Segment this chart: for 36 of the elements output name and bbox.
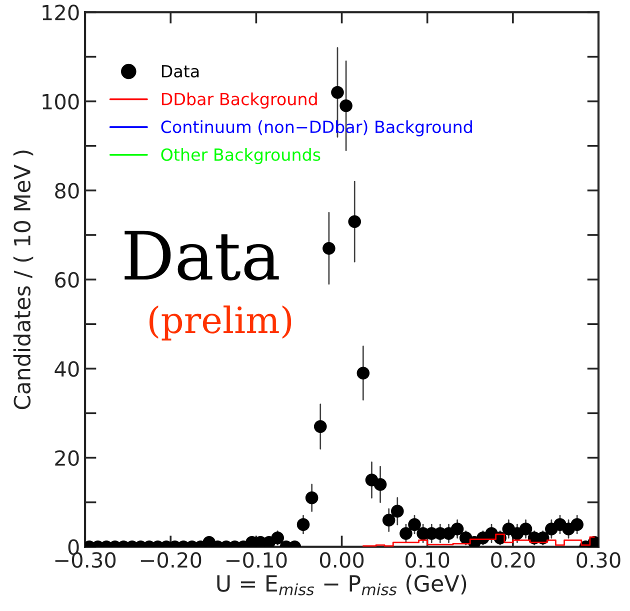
point [322, 242, 336, 255]
point [570, 518, 584, 531]
point [296, 518, 310, 531]
y-axis-title: Candidates / ( 10 MeV ) [13, 150, 34, 410]
point [400, 527, 412, 540]
point [390, 504, 404, 518]
annotation: (prelim) [150, 306, 292, 341]
point [519, 522, 532, 536]
point [408, 518, 421, 531]
point [340, 99, 352, 112]
y-tick-label: 40 [54, 361, 79, 377]
legend-label: DDbar Background [162, 92, 317, 109]
y-tick-label: 80 [55, 182, 79, 199]
annotation: Data [124, 230, 279, 280]
point [356, 366, 370, 380]
x-tick-label: −0.10 [226, 552, 287, 568]
y-tick-label: 20 [55, 450, 79, 466]
point [348, 215, 362, 228]
legend-label: Other Backgrounds [161, 148, 320, 164]
point [374, 478, 387, 491]
point [271, 532, 284, 544]
point [382, 514, 396, 527]
y-tick-label: 120 [42, 4, 79, 20]
point [305, 491, 318, 504]
x-axis-title: U = E$_{miss}$ − P$_{miss}$ (GeV) [217, 574, 466, 596]
x-tick-label: 0.10 [406, 552, 450, 568]
point [331, 86, 344, 99]
legend-label: Data [162, 65, 199, 78]
y-tick-label: 100 [42, 94, 79, 110]
point [314, 420, 327, 433]
y-tick-label: 60 [55, 272, 79, 288]
x-tick-label: 0.00 [320, 552, 364, 568]
x-tick-label: −0.20 [140, 552, 202, 568]
point [450, 522, 464, 536]
x-tick-label: 0.20 [491, 552, 535, 568]
x-tick-label: 0.30 [576, 552, 620, 568]
